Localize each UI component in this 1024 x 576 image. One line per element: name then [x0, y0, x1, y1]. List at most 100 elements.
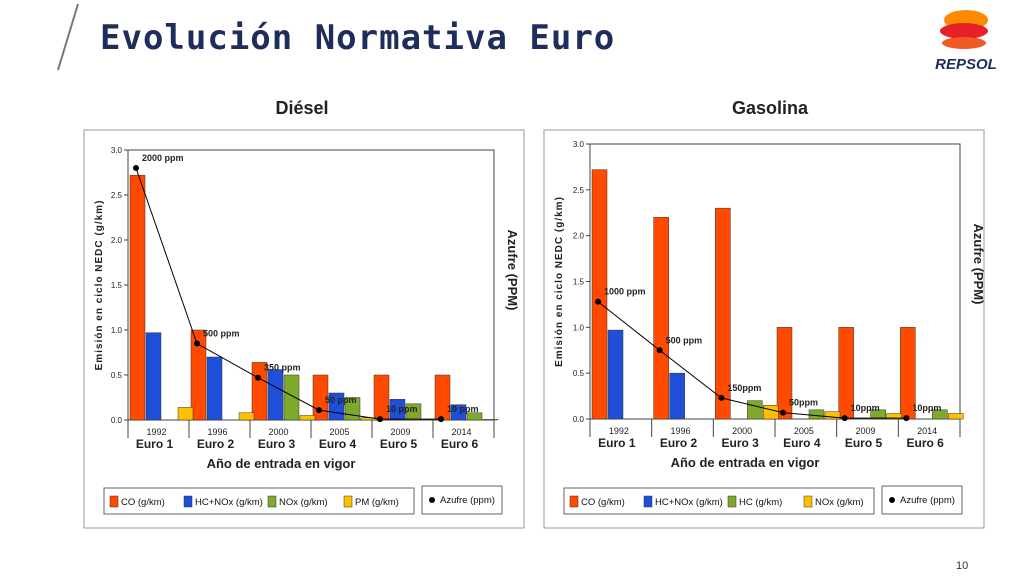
legend-swatch — [267, 495, 277, 508]
legend-sulfur-label: Azufre (ppm) — [900, 495, 955, 506]
sulfur-label: 50 ppm — [325, 395, 357, 405]
y-tick-label: 1.5 — [573, 278, 585, 287]
bar — [948, 413, 964, 420]
diesel-panel-title: Diésel — [275, 98, 329, 118]
sulfur-line — [135, 167, 441, 420]
sulfur-label: 500 ppm — [666, 335, 703, 345]
euro-label: Euro 4 — [783, 436, 821, 450]
sulfur-point — [656, 347, 663, 354]
euro-label: Euro 1 — [136, 437, 174, 451]
bar — [190, 329, 207, 421]
bar — [389, 399, 406, 421]
bar — [870, 409, 886, 420]
x-tick-label: 2005 — [329, 427, 349, 437]
bar — [129, 174, 146, 421]
bar — [466, 412, 483, 421]
bar — [482, 419, 499, 421]
y-tick-label: 3.0 — [573, 140, 585, 149]
sulfur-point — [316, 407, 322, 414]
bar — [238, 412, 255, 421]
y-tick-label: 1.0 — [573, 323, 585, 332]
slide-title: Evolución Normativa Euro — [100, 18, 616, 58]
x-tick-label: 2000 — [732, 426, 752, 436]
legend-sulfur-marker — [889, 497, 895, 503]
repsol-logo: REPSOL — [935, 10, 997, 73]
y-tick-label: 2.5 — [111, 191, 123, 200]
bar — [747, 400, 763, 420]
x-tick-label: 2009 — [855, 426, 875, 436]
sulfur-label: 500 ppm — [203, 329, 240, 339]
sulfur-label: 1000 ppm — [604, 287, 646, 297]
sulfur-label: 150ppm — [727, 383, 761, 393]
y-tick-label: 2.0 — [111, 236, 123, 245]
bar — [808, 409, 825, 420]
sulfur-label: 10ppm — [851, 403, 880, 413]
euro-label: Euro 1 — [598, 436, 636, 450]
sulfur-point — [194, 340, 200, 347]
x-tick-label: 1992 — [609, 426, 629, 436]
legend-sulfur-label: Azufre (ppm) — [440, 495, 495, 506]
legend-label: CO (g/km) — [581, 497, 625, 508]
sulfur-line — [597, 301, 907, 419]
page-number: 10 — [956, 560, 969, 572]
legend-label: PM (g/km) — [355, 497, 399, 508]
x-tick-label: 1996 — [207, 427, 227, 437]
legend-label: NOx (g/km) — [815, 497, 864, 508]
sulfur-point — [438, 416, 444, 423]
euro-label: Euro 3 — [258, 437, 296, 451]
bar — [607, 329, 624, 420]
x-tick-label: 1996 — [670, 426, 690, 436]
y-tick-label: 2.0 — [573, 232, 585, 241]
x-axis-label: Año de entrada en vigor — [207, 456, 356, 471]
y-tick-label: 1.5 — [111, 281, 123, 290]
sulfur-point — [377, 416, 383, 423]
legend-swatch — [569, 495, 579, 508]
y-tick-label: 1.0 — [111, 326, 123, 335]
y-axis-label: Emisión en ciclo NEDC (g/km) — [554, 196, 565, 367]
legend-sulfur — [881, 485, 963, 515]
euro-label: Euro 3 — [721, 436, 759, 450]
legend-swatch — [109, 495, 119, 508]
legend — [103, 487, 415, 515]
legend-swatch — [183, 495, 193, 508]
sulfur-label: 2000 ppm — [142, 153, 184, 163]
sulfur-point — [595, 298, 601, 305]
bar — [299, 415, 316, 421]
legend-swatch — [343, 495, 353, 508]
x-tick-label: 2014 — [451, 427, 471, 437]
x-tick-label: 1992 — [146, 427, 166, 437]
secondary-y-axis-label: Azufre (PPM) — [971, 224, 986, 305]
legend-swatch — [643, 495, 653, 508]
legend-sulfur — [421, 485, 503, 515]
euro-label: Euro 2 — [660, 436, 698, 450]
legend — [563, 487, 875, 515]
y-tick-label: 0.0 — [111, 416, 123, 425]
sulfur-label: 50ppm — [789, 398, 818, 408]
sulfur-label: 10 ppm — [386, 404, 418, 414]
bar — [145, 332, 162, 421]
sulfur-label: 10ppm — [912, 403, 941, 413]
sulfur-point — [903, 415, 910, 422]
y-tick-label: 0.5 — [111, 371, 123, 380]
bar — [405, 403, 422, 421]
gasoline-chart: 0.0 0.5 1.0 1.5 2.0 2.5 3.0 1000 ppm 500 ppm 150p… — [543, 129, 986, 529]
legend-label: CO (g/km) — [121, 497, 165, 508]
bar — [763, 405, 779, 420]
bar — [591, 169, 608, 420]
x-tick-label: 2014 — [917, 426, 937, 436]
legend-label: HC+NOx (g/km) — [195, 497, 263, 508]
y-tick-label: 0.5 — [573, 369, 585, 378]
gasoline-panel-title: Gasolina — [731, 98, 809, 118]
bar — [669, 372, 685, 420]
legend-swatch — [727, 495, 737, 508]
y-tick-label: 0.0 — [573, 415, 585, 424]
legend-label: HC+NOx (g/km) — [655, 497, 723, 508]
x-tick-label: 2000 — [268, 427, 288, 437]
euro-label: Euro 5 — [380, 437, 418, 451]
euro-label: Euro 4 — [319, 437, 357, 451]
sulfur-point — [718, 394, 725, 401]
legend-label: NOx (g/km) — [279, 497, 328, 508]
plot-area — [589, 143, 961, 420]
bar — [886, 413, 902, 420]
sulfur-label: 10 ppm — [447, 404, 479, 414]
